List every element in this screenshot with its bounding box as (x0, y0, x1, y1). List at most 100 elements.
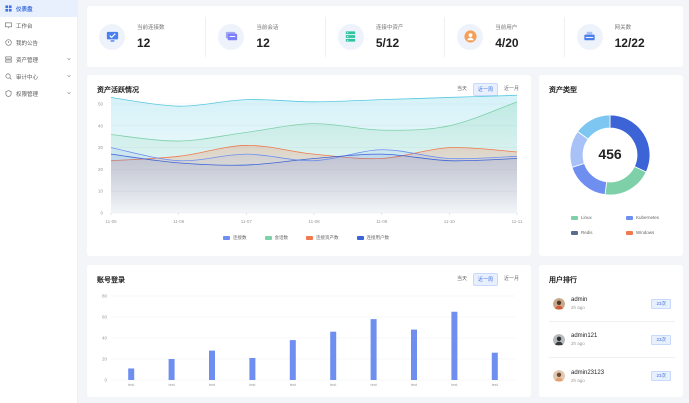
legend-label: Redis (581, 230, 593, 235)
legend-label: 连接资产数 (316, 235, 339, 240)
pie-slice[interactable] (577, 114, 611, 140)
monitor-icon (99, 23, 125, 50)
tab-today[interactable]: 当天 (456, 276, 467, 282)
server-icon (337, 23, 364, 50)
tab-week[interactable]: 近一周 (472, 83, 498, 96)
sidebar-item-label: 我的公告 (16, 40, 39, 47)
sidebar-item[interactable]: 资产管理 (0, 51, 77, 68)
trend-range-tabs: 当天 近一周 近一月 (453, 83, 523, 96)
bar[interactable] (289, 340, 296, 380)
sidebar-item[interactable]: 仪表盘 (0, 0, 77, 17)
legend-swatch (571, 215, 578, 220)
legend-swatch (223, 236, 230, 240)
bar[interactable] (330, 331, 337, 380)
legend-item[interactable]: Windows (626, 230, 681, 235)
legend-item[interactable]: Redis (571, 230, 626, 235)
legend-item[interactable]: 会话数 (264, 235, 288, 241)
stat-users: 当前用户 4/20 (445, 16, 565, 57)
stat-label: 当前连接数 (137, 25, 165, 31)
pie-slice[interactable] (604, 165, 647, 196)
sidebar-nav: 仪表盘工作台我的公告资产管理 审计中心权限管理 (0, 0, 77, 102)
x-tick-label: test (128, 383, 135, 387)
bar[interactable] (370, 319, 377, 380)
stat-label: 当前用户 (495, 25, 518, 31)
trend-legend: 连接数 会话数 连接资产数 连接用户数 (223, 235, 407, 241)
sidebar-item-label: 权限管理 (16, 91, 39, 98)
area-chart: 0 10 20 30 40 50 11-05 11-06 11-07 11-08 11-09 11-1… (98, 94, 523, 224)
bar[interactable] (491, 352, 498, 380)
pie-slice[interactable] (609, 114, 651, 173)
bar[interactable] (249, 357, 256, 380)
sidebar-item-label: 仪表盘 (16, 6, 33, 13)
y-tick-label: 80 (102, 294, 108, 299)
stat-value: 4/20 (495, 36, 519, 50)
x-tick-label: 11-06 (173, 219, 185, 224)
account-login-card: 账号登录 当天 近一周 近一月 0 20 40 60 80 test test test tes… (87, 265, 531, 397)
gateway-icon (576, 23, 603, 50)
list-item[interactable]: admin121 2h ago 23次 (549, 322, 675, 358)
bar[interactable] (168, 359, 175, 380)
legend-swatch (306, 236, 313, 240)
chat-icon (218, 23, 245, 50)
bar[interactable] (451, 311, 458, 380)
bar-chart: 0 20 40 60 80 test test test test test test test tes… (102, 294, 515, 387)
legend-item[interactable]: 连接数 (223, 235, 247, 241)
count-badge: 23次 (651, 371, 671, 381)
user-time: 2h ago (571, 377, 585, 383)
y-tick-label: 20 (98, 167, 104, 172)
sidebar-item-label: 工作台 (16, 23, 33, 30)
tab-month[interactable]: 近一月 (503, 86, 519, 92)
series-line (110, 145, 518, 162)
legend-label: 连接用户数 (366, 235, 390, 240)
tab-today[interactable]: 当天 (456, 86, 467, 92)
series-line (110, 101, 518, 142)
list-item[interactable]: admin 2h ago 23次 (549, 286, 675, 322)
count-badge: 23次 (651, 334, 671, 345)
sidebar-item[interactable]: 工作台 (0, 17, 77, 34)
legend-item[interactable]: 连接用户数 (356, 235, 390, 241)
user-ranking-card: 用户排行 admin 2h ago 23次 admin121 2h ago 23次 … (539, 265, 683, 397)
legend-item[interactable]: Kubernetes (626, 215, 681, 220)
sidebar-item[interactable]: 审计中心 (0, 68, 77, 85)
stat-label: 网关数 (614, 25, 632, 31)
permission-icon (5, 90, 12, 97)
x-tick-label: 11-08 (308, 219, 320, 224)
user-icon (457, 23, 484, 50)
list-item[interactable]: admin23123 2h ago 23次 (549, 358, 675, 394)
legend-item[interactable]: 连接资产数 (306, 235, 339, 241)
x-tick-label: test (492, 383, 499, 387)
avatar (553, 333, 565, 346)
y-tick-label: 0 (100, 211, 103, 216)
stat-value: 12 (256, 36, 270, 50)
sidebar-item[interactable]: 权限管理 (0, 85, 77, 102)
legend-swatch (571, 230, 578, 235)
stat-gateways: 网关数 12/22 (565, 17, 683, 57)
legend-item[interactable]: Linux (571, 215, 626, 220)
y-tick-label: 60 (102, 315, 108, 320)
bar[interactable] (411, 329, 417, 380)
bar[interactable] (209, 350, 215, 380)
x-tick-label: test (290, 383, 297, 387)
x-tick-label: test (249, 383, 256, 387)
chevron-down-icon (67, 91, 71, 95)
user-time: 2h ago (571, 341, 585, 346)
tab-month[interactable]: 近一月 (503, 276, 519, 282)
tab-week[interactable]: 近一周 (472, 273, 498, 286)
y-tick-label: 10 (98, 189, 104, 194)
y-tick-label: 30 (98, 145, 104, 150)
y-tick-label: 50 (98, 102, 104, 107)
series-line (110, 153, 518, 166)
login-range-tabs: 当天 近一周 近一月 (453, 273, 523, 286)
stat-label: 当前会话 (256, 25, 279, 31)
bar[interactable] (128, 368, 135, 380)
user-time: 2h ago (571, 305, 585, 310)
x-tick-label: 11-09 (376, 219, 388, 224)
sidebar-item[interactable]: 我的公告 (0, 34, 77, 51)
user-name: admin121 (571, 333, 598, 339)
stat-assets: 连接中资产 5/12 (326, 16, 446, 57)
notice-icon (5, 39, 12, 46)
card-title: 用户排行 (549, 277, 577, 284)
stat-value: 12/22 (614, 36, 645, 50)
x-tick-label: 11-05 (105, 219, 117, 224)
pie-slice[interactable] (571, 162, 608, 196)
